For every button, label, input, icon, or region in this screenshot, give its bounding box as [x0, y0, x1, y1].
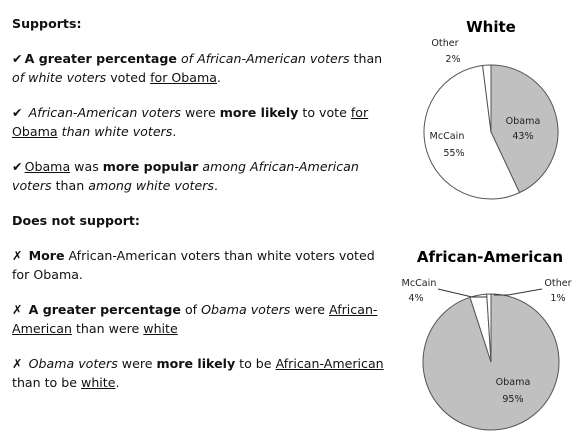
chart-title-african-american: African-American	[417, 248, 563, 266]
not-supports-statement: ✗ Obama voters were more likely to be Af…	[12, 354, 392, 392]
statement-text: white	[143, 321, 178, 336]
statement-text: to be	[235, 356, 276, 371]
statement-text: More	[28, 248, 65, 263]
statement-text: of white voters	[12, 70, 107, 85]
statement-text: to vote	[298, 105, 351, 120]
pie-charts-svg: White African-American Obama 43% McCain 55%…	[402, 18, 572, 431]
slice-value-label: 55%	[443, 148, 464, 159]
statement-text: than	[51, 178, 89, 193]
supports-statement: ✔ A greater percentage of African-America…	[12, 49, 392, 87]
statement-text: African-American voters than white voter…	[12, 248, 375, 282]
statement-text: more likely	[156, 356, 236, 371]
statement-text: for Obama	[150, 70, 217, 85]
pie-slice-mccain	[423, 64, 521, 200]
slice-value-label: 43%	[512, 131, 533, 142]
does-not-support-list: ✗ More African-American voters than whit…	[12, 246, 392, 392]
statement-text: Obama voters	[201, 302, 291, 317]
statement-text: was	[70, 159, 103, 174]
slice-label: Other	[431, 38, 458, 49]
statement-text: for Obama	[12, 105, 369, 139]
slice-label: McCain	[402, 278, 437, 289]
slice-label: Obama	[506, 116, 541, 127]
leader-line	[437, 288, 487, 298]
check-mark-icon: ✔	[12, 105, 23, 120]
slice-label: McCain	[430, 131, 465, 142]
leader-line	[494, 288, 543, 296]
statement-text: Obama	[24, 159, 71, 174]
supports-list: ✔ A greater percentage of African-America…	[12, 49, 392, 195]
statement-text: .	[213, 178, 218, 193]
not-supports-statement: ✗ A greater percentage of Obama voters w…	[12, 300, 392, 338]
statement-text: were	[117, 356, 157, 371]
slice-value-label: 2%	[445, 54, 460, 65]
statement-text: African-American	[275, 356, 384, 371]
statement-text: than white voters	[61, 124, 173, 139]
statement-text: than were	[71, 321, 144, 336]
chart-title-white: White	[466, 18, 516, 36]
statement-text: African-American voters	[28, 105, 181, 120]
statement-text: A greater percentage	[24, 51, 177, 66]
supports-statement: ✔ African-American voters were more like…	[12, 103, 392, 141]
statement-text: among white voters	[88, 178, 214, 193]
statement-text: of	[180, 302, 202, 317]
not-supports-statement: ✗ More African-American voters than whit…	[12, 246, 392, 284]
statement-text: .	[172, 124, 177, 139]
statement-text: than	[349, 51, 383, 66]
supports-statement: ✔ Obama was more popular among African-Am…	[12, 157, 392, 195]
check-mark-icon: ✔	[12, 159, 23, 174]
does-not-support-heading: Does not support:	[12, 213, 140, 228]
check-mark-icon: ✔	[12, 51, 23, 66]
statement-text: more popular	[102, 159, 199, 174]
statement-text: of African-American voters	[180, 51, 350, 66]
statement-text: were	[181, 105, 220, 120]
statement-text: white	[81, 375, 116, 390]
x-mark-icon: ✗	[12, 302, 23, 317]
slice-value-label: 1%	[550, 293, 565, 304]
statement-text: African-American	[12, 302, 378, 336]
statement-text: than to be	[12, 375, 82, 390]
slice-value-label: 95%	[502, 394, 523, 405]
statement-text: voted	[106, 70, 151, 85]
statement-text: were	[290, 302, 330, 317]
slice-label: Obama	[496, 377, 531, 388]
statement-text: among African-American voters	[12, 159, 359, 193]
pie-slice-obama	[490, 64, 559, 194]
supports-heading: Supports:	[12, 16, 82, 31]
x-mark-icon: ✗	[12, 356, 23, 371]
x-mark-icon: ✗	[12, 248, 23, 263]
pie-charts: White African-American Obama 43% McCain 55%…	[392, 0, 588, 446]
pie-slice-other	[486, 293, 492, 363]
statement-text: .	[115, 375, 120, 390]
pie-slice-other	[482, 64, 492, 133]
slice-label: Other	[544, 278, 571, 289]
argument-panel: Supports: ✔ A greater percentage of Afric…	[12, 14, 392, 408]
statement-text: more likely	[219, 105, 299, 120]
statement-text: A greater percentage	[28, 302, 181, 317]
statement-text: Obama voters	[28, 356, 118, 371]
slice-value-label: 4%	[408, 293, 423, 304]
statement-text: .	[217, 70, 222, 85]
